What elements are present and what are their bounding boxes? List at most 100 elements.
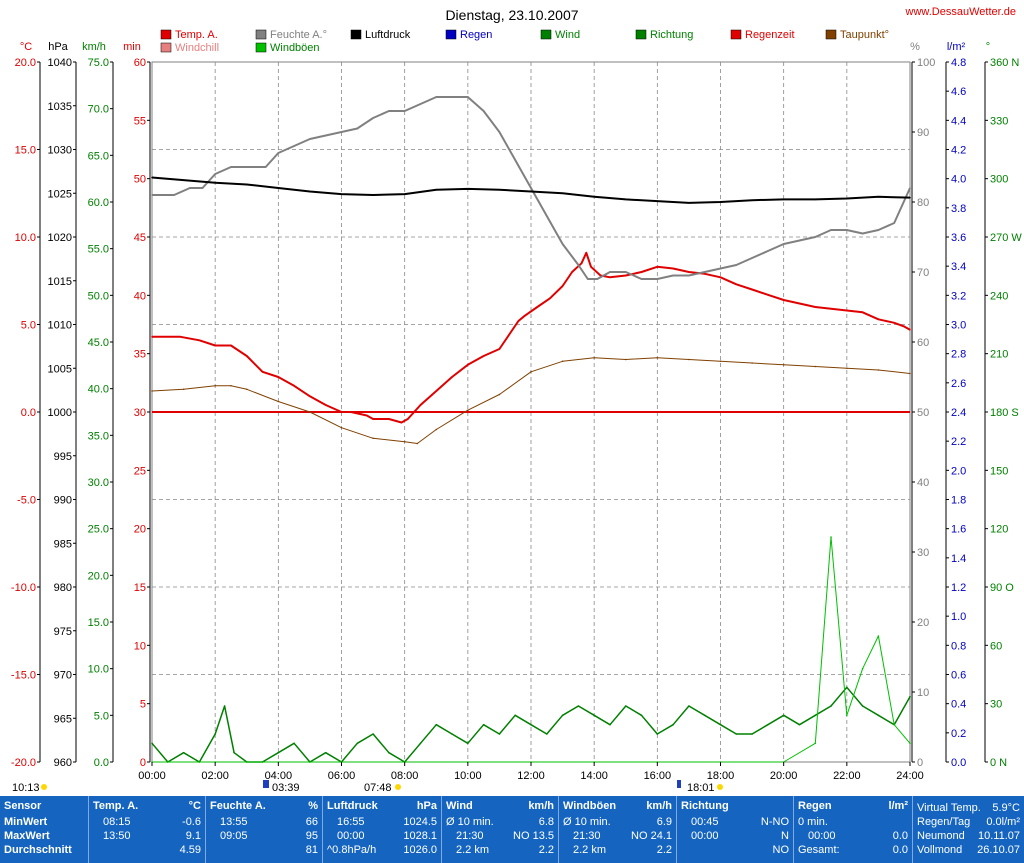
trend: ^0.8hPa/h: [327, 844, 377, 856]
series-temp-a-point: [536, 306, 539, 308]
series-wind-point: [909, 695, 911, 698]
series-wind-point: [482, 723, 485, 726]
temp-title: Temp. A.: [93, 800, 139, 812]
pressure-unit: hPa: [416, 800, 437, 812]
series-temp-a-point: [735, 283, 738, 286]
series-taupunkt-point: [782, 363, 785, 366]
series-temp-a-line: [152, 251, 911, 424]
direction-axis-tick-label: 210: [990, 349, 1008, 361]
series-luftdruck-point: [435, 188, 438, 191]
direction-axis-tick-label: 60: [990, 640, 1002, 652]
series-temp-a-point: [561, 285, 564, 287]
series-temp-a-point: [846, 309, 848, 312]
series-temp-a-point: [400, 421, 403, 424]
time: Ø 10 min.: [563, 816, 611, 828]
series-luftdruck-point: [245, 183, 248, 186]
series-temp-a-point: [365, 414, 368, 417]
series-luftdruck-point: [340, 193, 343, 195]
gust-header: Windböen km/h: [563, 800, 672, 814]
label: Virtual Temp.: [917, 802, 981, 814]
series-temp-a-point: [656, 265, 659, 268]
direction-axis-tick-label: 270 W: [990, 232, 1022, 244]
series-temp-a-point: [214, 344, 216, 347]
misc-section: Virtual Temp. 5.9°C Regen/Tag 0.0l/m² Neum…: [913, 796, 1024, 863]
series-wind-point: [467, 742, 469, 745]
series-temp-a-point: [624, 274, 627, 277]
value: N: [781, 830, 789, 842]
minutes-axis-tick-label: 45: [134, 232, 146, 244]
sun-icon: [41, 784, 47, 790]
legend-swatch: [445, 29, 457, 40]
series-temp-a-point: [245, 355, 248, 357]
series-taupunkt-point: [467, 409, 469, 412]
wind-axis-tick-label: 40.0: [88, 384, 109, 396]
series-feuchte-a-point: [751, 257, 753, 259]
series-feuchte-a-point: [587, 278, 589, 280]
series-luftdruck-point: [846, 197, 848, 200]
rain-axis-tick-label: 4.0: [951, 174, 966, 186]
time: 0 min.: [798, 816, 828, 828]
label: Neumond: [917, 830, 965, 842]
minutes-axis-tick-label: 55: [134, 115, 146, 127]
gust-row-avg: 2.2 km 2.2: [563, 844, 672, 857]
direction-section: Richtung 00:45 N-NO 00:00 N NO: [677, 796, 793, 863]
temp-row-max: 13:50 9.1: [93, 830, 201, 843]
series-wind-point: [846, 686, 848, 689]
legend-label: Feuchte A.°: [270, 29, 327, 41]
series-temp-a-point: [640, 271, 643, 273]
series-luftdruck-point: [877, 195, 880, 198]
value: 2.2: [656, 844, 672, 856]
time: 16:55: [337, 816, 365, 828]
sensor-section: Sensor MinWert MaxWert Durchschnitt: [0, 796, 88, 863]
series-temp-a-point: [609, 276, 611, 279]
sensor-title: Sensor: [4, 800, 42, 812]
direction-axis-tick-label: 90 O: [990, 582, 1014, 594]
series-taupunkt-point: [340, 426, 343, 429]
rain-axis-tick-label: 4.8: [951, 57, 966, 69]
humidity-axis-tick-label: 70: [917, 267, 929, 279]
series-luftdruck-point: [403, 193, 406, 195]
series-feuchte-a-point: [277, 152, 280, 154]
label: Regen/Tag: [917, 816, 971, 828]
series-luftdruck-point: [593, 195, 595, 198]
series-feuchte-a-point: [719, 267, 722, 270]
series-luftdruck-point: [498, 188, 501, 191]
series-taupunkt-point: [435, 428, 438, 431]
time-tick-label: 22:00: [833, 770, 861, 782]
pressure-row-max: 00:00 1028.1: [327, 830, 437, 843]
axis-unit-humidity: %: [910, 41, 920, 53]
series-luftdruck-point: [814, 198, 817, 201]
series-temp-a-point: [877, 318, 880, 321]
series-taupunkt-point: [182, 388, 185, 391]
series-wind-point: [688, 705, 690, 707]
site-link[interactable]: www.DessauWetter.de: [905, 6, 1016, 18]
series-taupunkt-point: [624, 358, 627, 361]
series-feuchte-a-point: [214, 173, 216, 175]
rain-axis-tick-label: 1.6: [951, 524, 966, 536]
rain-axis-tick-label: 1.0: [951, 611, 966, 623]
value: NO 24.1: [631, 830, 672, 842]
value: 66: [305, 816, 318, 828]
rain-title: Regen: [798, 800, 832, 812]
time: 00:00: [691, 830, 719, 842]
series-wind-point: [498, 733, 501, 735]
pressure-axis-tick-label: 975: [54, 626, 72, 638]
time: 21:30: [573, 830, 601, 842]
temp-axis-tick-label: 0.0: [21, 407, 36, 419]
wind-axis-tick-label: 35.0: [88, 430, 109, 442]
series-taupunkt-point: [656, 356, 659, 359]
series-luftdruck-point: [530, 190, 532, 193]
series-temp-a-point: [309, 395, 311, 398]
label: MinWert: [4, 816, 48, 828]
rain-axis-tick-label: 3.8: [951, 203, 966, 215]
wind-axis-tick-label: 5.0: [94, 710, 109, 722]
series-temp-a-point: [407, 418, 409, 420]
series-wind-point: [277, 751, 280, 754]
direction-axis-tick-label: 180 S: [990, 407, 1019, 419]
series-wind-point: [223, 705, 226, 707]
value: 0.0: [892, 830, 908, 842]
series-temp-a-point: [909, 328, 911, 331]
time-tick-label: 20:00: [770, 770, 798, 782]
series-taupunkt-point: [214, 384, 216, 387]
value: 95: [305, 830, 318, 842]
